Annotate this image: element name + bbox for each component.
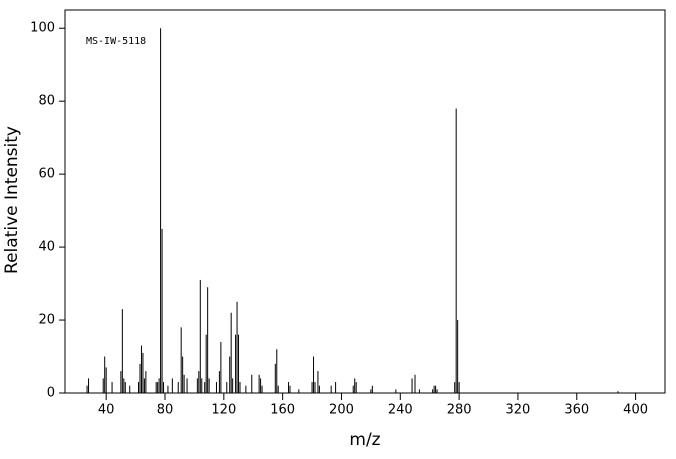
y-tick-label: 20 <box>38 313 55 328</box>
y-tick-label: 60 <box>38 167 55 182</box>
y-axis-label: Relative Intensity <box>2 126 22 274</box>
x-tick-label: 40 <box>98 403 115 418</box>
x-axis-label: m/z <box>349 430 380 450</box>
plot-frame <box>64 9 666 394</box>
x-tick-label: 240 <box>388 403 413 418</box>
x-tick-label: 160 <box>270 403 295 418</box>
x-tick-label: 80 <box>157 403 174 418</box>
y-tick-label: 100 <box>30 21 55 36</box>
x-tick-label: 120 <box>211 403 236 418</box>
annotation: MS-IW-5118 <box>86 36 146 47</box>
x-tick-label: 360 <box>564 403 589 418</box>
x-tick-label: 400 <box>623 403 648 418</box>
y-tick-label: 0 <box>47 386 55 401</box>
y-tick-label: 80 <box>38 94 55 109</box>
x-tick-label: 200 <box>329 403 354 418</box>
x-tick-label: 320 <box>506 403 531 418</box>
y-tick-label: 40 <box>38 240 55 255</box>
x-tick-label: 280 <box>447 403 472 418</box>
